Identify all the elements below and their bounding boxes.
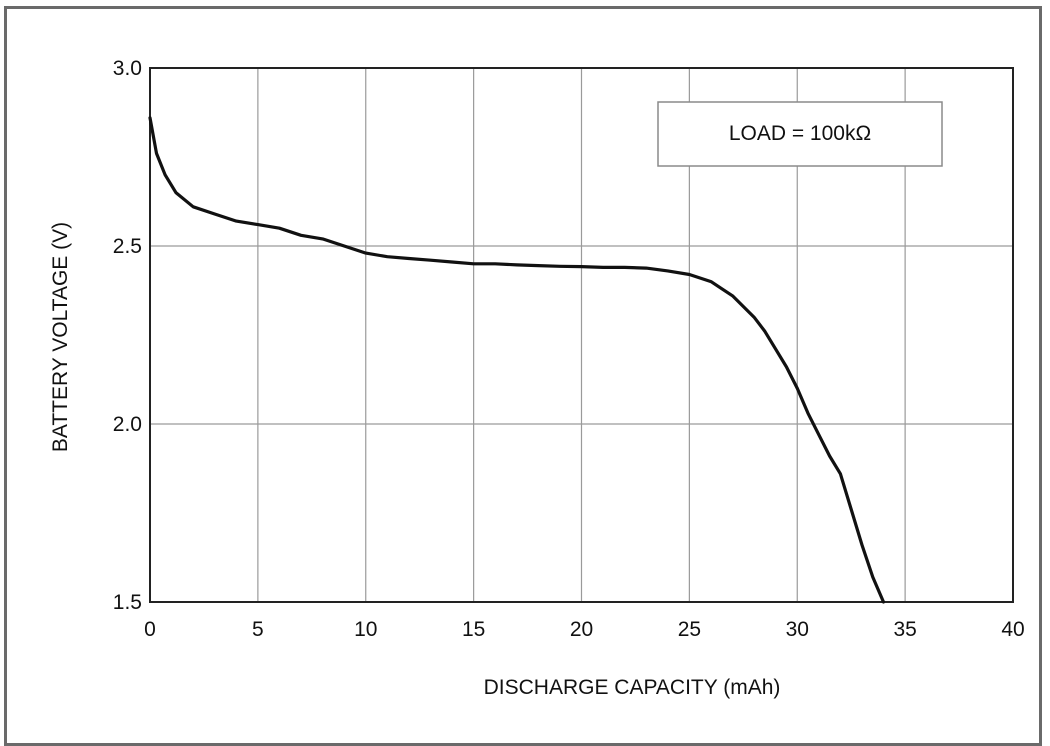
y-tick-label: 3.0: [113, 57, 142, 80]
annotation-box: LOAD = 100kΩ: [657, 101, 943, 167]
x-tick-label: 5: [252, 618, 264, 641]
x-tick-label: 20: [570, 618, 593, 641]
y-tick-labels: 1.5 2.0 2.5 3.0: [113, 57, 142, 614]
y-axis-title: BATTERY VOLTAGE (V): [49, 222, 72, 452]
x-tick-label: 10: [354, 618, 377, 641]
x-tick-label: 35: [893, 618, 916, 641]
annotation-frame: [657, 101, 943, 167]
plot-area-border: [149, 67, 1014, 603]
y-tick-label: 1.5: [113, 591, 142, 614]
x-tick-label: 15: [462, 618, 485, 641]
x-axis-title: DISCHARGE CAPACITY (mAh): [484, 676, 781, 699]
y-tick-label: 2.5: [113, 235, 142, 258]
y-tick-label: 2.0: [113, 413, 142, 436]
x-tick-label: 30: [786, 618, 809, 641]
x-tick-label: 40: [1001, 618, 1024, 641]
x-tick-labels: 0 5 10 15 20 25 30 35 40: [144, 618, 1025, 641]
x-tick-label: 25: [678, 618, 701, 641]
load-annotation: LOAD = 100kΩ: [729, 122, 871, 145]
x-tick-label: 0: [144, 618, 156, 641]
series-line: [148, 116, 886, 604]
